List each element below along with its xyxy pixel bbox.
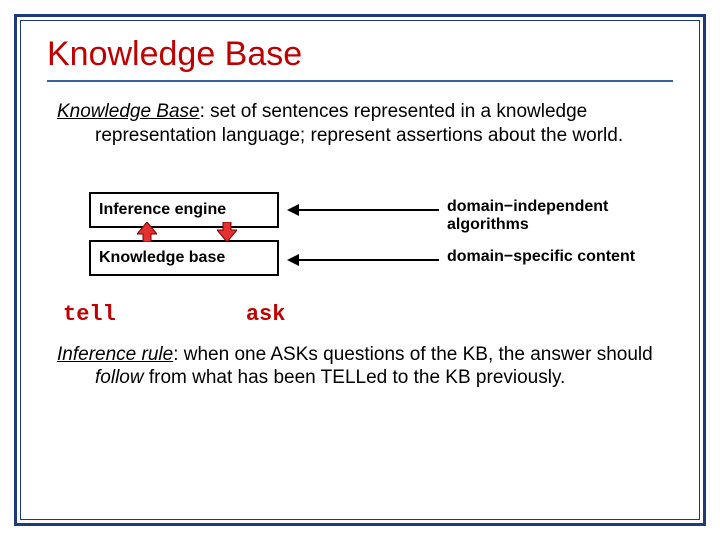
- red-down-arrow-icon: [217, 222, 237, 240]
- domain-independent-label: domain−independent algorithms: [447, 198, 673, 234]
- tell-keyword: tell: [63, 302, 116, 327]
- domain-specific-label: domain−specific content: [447, 248, 635, 266]
- definition-paragraph: Knowledge Base: set of sentences represe…: [85, 100, 673, 148]
- arrow-to-kb-icon: [289, 259, 439, 261]
- inference-text-1: : when one ASKs questions of the KB, the…: [173, 344, 653, 365]
- inference-rule-term: Inference rule: [57, 344, 173, 365]
- slide-inner-border: Knowledge Base Knowledge Base: set of se…: [20, 20, 700, 520]
- arrow-to-inference-icon: [289, 209, 439, 211]
- definition-term: Knowledge Base: [57, 101, 200, 122]
- slide-title: Knowledge Base: [47, 35, 673, 82]
- tell-ask-row: tell ask: [47, 302, 673, 327]
- inference-text-2: from what has been TELLed to the KB prev…: [144, 367, 566, 388]
- knowledge-base-box: Knowledge base: [89, 240, 279, 276]
- follow-emphasis: follow: [95, 367, 144, 388]
- inference-engine-box: Inference engine: [89, 192, 279, 228]
- kb-diagram: Inference engine Knowledge base domain−i…: [47, 182, 673, 292]
- inference-rule-paragraph: Inference rule: when one ASKs questions …: [85, 343, 673, 391]
- slide-outer-border: Knowledge Base Knowledge Base: set of se…: [14, 14, 706, 526]
- red-up-arrow-icon: [137, 222, 157, 240]
- ask-keyword: ask: [246, 302, 286, 327]
